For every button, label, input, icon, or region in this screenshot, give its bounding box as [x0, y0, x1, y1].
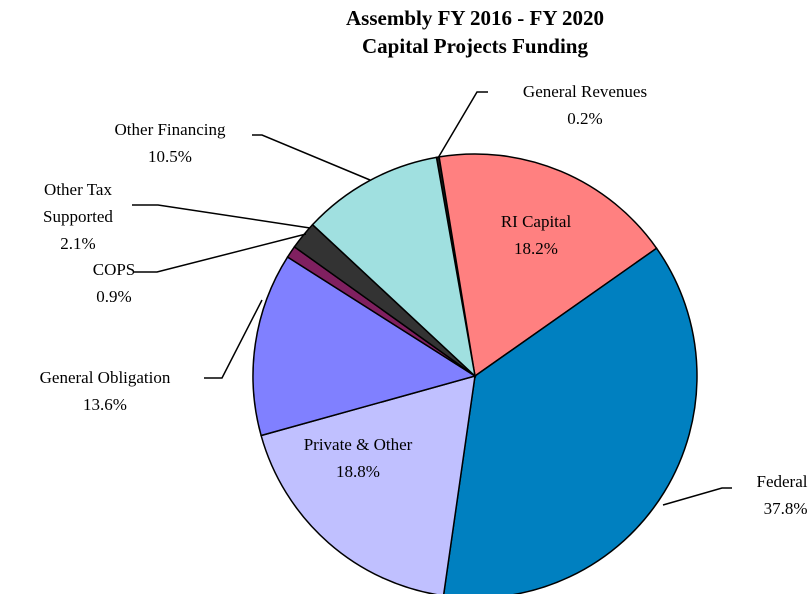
leader-line [437, 91, 488, 159]
chart-title: Assembly FY 2016 - FY 2020 [345, 6, 605, 30]
category-label: Private & Other [303, 435, 413, 454]
slice-label: Other Tax Supported 2.1% [31, 176, 126, 257]
value-label: 2.1% [60, 234, 96, 253]
slice-label: Other Financing 10.5% [115, 116, 226, 170]
value-label: 18.8% [336, 462, 380, 481]
pie-slice [438, 153, 658, 378]
category-label: COPS [92, 260, 136, 279]
leader-line [132, 204, 311, 229]
slice-label: Federal 37.8% [757, 468, 808, 522]
leader-line [252, 134, 371, 181]
value-label: 0.9% [96, 287, 132, 306]
category-label: General Obligation [39, 368, 171, 387]
slice-label: Private & Other 18.8% [304, 431, 413, 485]
leader-line [134, 233, 307, 273]
slice-label: General Revenues 0.2% [523, 78, 647, 132]
category-label: RI Capital [500, 212, 572, 231]
pie-slice [252, 256, 477, 437]
chart-subtitle: Capital Projects Funding [362, 34, 588, 58]
slice-label: RI Capital 18.2% [501, 208, 571, 262]
value-label: 10.5% [148, 147, 192, 166]
pie-slice [311, 156, 477, 379]
value-label: 13.6% [83, 395, 127, 414]
pie-slice [442, 247, 698, 594]
value-label: 18.2% [514, 239, 558, 258]
pie-slice [260, 374, 476, 594]
leader-line [204, 299, 263, 379]
leader-lines [132, 91, 732, 506]
value-label: 37.8% [763, 499, 808, 518]
category-label: General Revenues [522, 82, 648, 101]
slice-label: COPS 0.9% [93, 256, 136, 310]
category-label: Other Financing [114, 120, 226, 139]
value-label: 0.2% [567, 109, 603, 128]
slice-label: General Obligation 13.6% [40, 364, 171, 418]
category-label: Other Tax Supported [43, 180, 113, 226]
category-label: Federal [756, 472, 808, 491]
leader-line [662, 487, 732, 506]
